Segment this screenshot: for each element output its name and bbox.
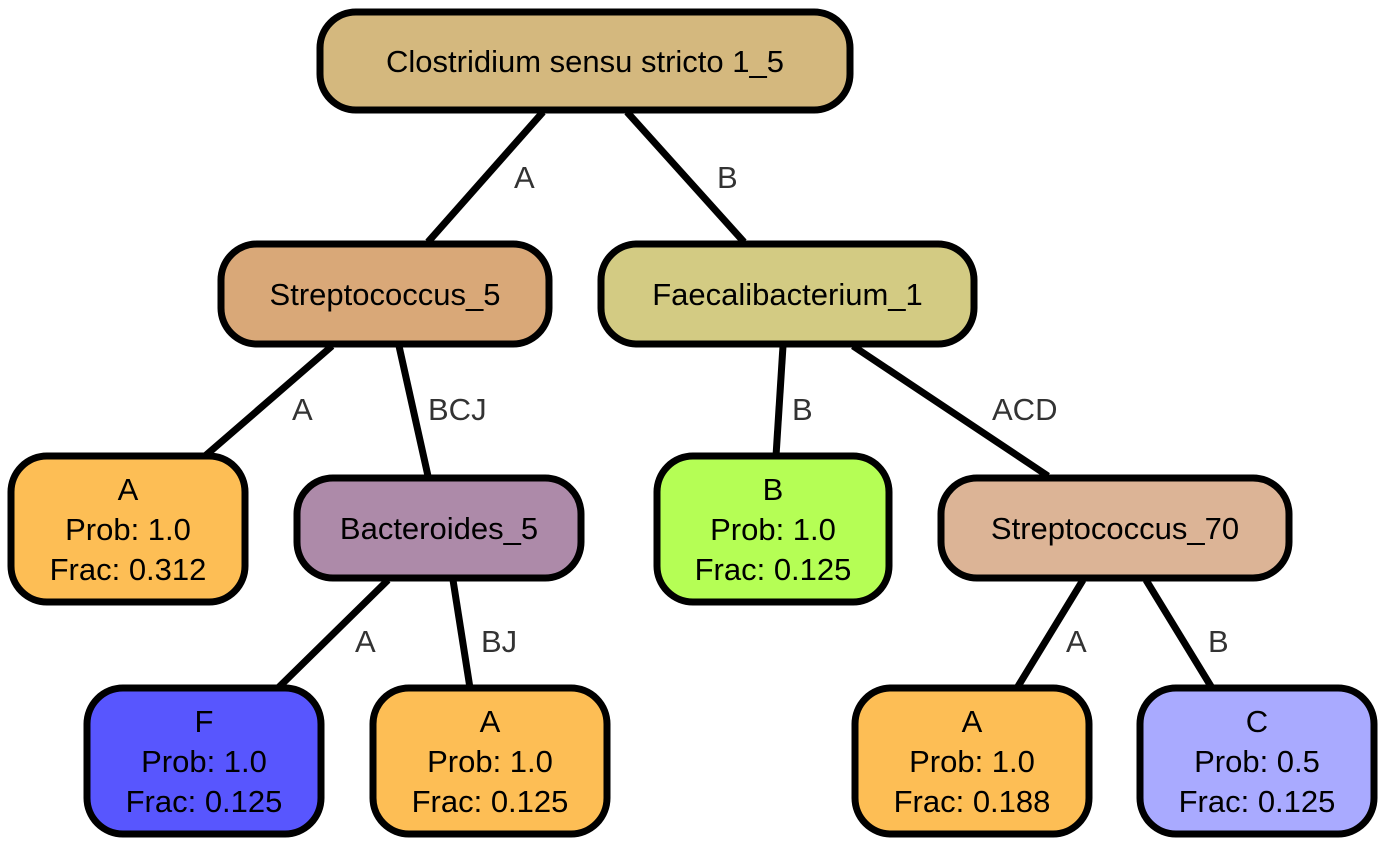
node-text-leafA3-0: A [962, 704, 983, 739]
node-text-leafA3-2: Frac: 0.188 [894, 784, 1051, 819]
edge-label-strep70-leafC: B [1208, 624, 1229, 659]
edge-strep70-leafA3 [1014, 578, 1086, 690]
node-text-strep70-0: Streptococcus_70 [991, 511, 1239, 546]
node-box-bact5 [293, 474, 585, 582]
node-text-leafB1-2: Frac: 0.125 [695, 552, 852, 587]
edge-bact5-leafA2 [449, 579, 474, 689]
node-leafA2: A Prob: 1.0 Frac: 0.125 [369, 684, 611, 838]
node-box-leafC [1136, 684, 1378, 838]
edge-label-root-strep5: A [514, 160, 535, 195]
node-text-faec1-0: Faecalibacterium_1 [652, 277, 923, 312]
edge-root-faec1 [624, 109, 747, 245]
node-box-leafA1 [7, 452, 249, 606]
edge-bact5-leafF [275, 577, 391, 691]
edge-label-faec1-strep70: ACD [992, 392, 1057, 427]
node-text-root-0: Clostridium sensu stricto 1_5 [386, 44, 784, 79]
node-text-leafA1-0: A [118, 472, 139, 507]
node-leafC: C Prob: 0.5 Frac: 0.125 [1136, 684, 1378, 838]
node-box-root [316, 8, 854, 114]
node-text-leafC-1: Prob: 0.5 [1194, 744, 1320, 779]
node-text-leafF-1: Prob: 1.0 [141, 744, 267, 779]
node-strep5: Streptococcus_5 [217, 240, 553, 348]
node-leafA1: A Prob: 1.0 Frac: 0.312 [7, 452, 249, 606]
node-box-strep70 [937, 474, 1293, 582]
node-root: Clostridium sensu stricto 1_5 [316, 8, 854, 114]
edge-label-strep70-leafA3: A [1066, 624, 1087, 659]
node-strep70: Streptococcus_70 [937, 474, 1293, 582]
node-text-leafA2-2: Frac: 0.125 [412, 784, 569, 819]
node-box-leafA2 [369, 684, 611, 838]
edge-faec1-strep70 [851, 343, 1050, 479]
node-text-strep5-0: Streptococcus_5 [270, 277, 501, 312]
nodes-layer: Clostridium sensu stricto 1_5 Streptococc… [7, 8, 1378, 838]
edge-faec1-leafB1 [772, 345, 787, 457]
edge-label-root-faec1: B [717, 160, 738, 195]
node-box-strep5 [217, 240, 553, 348]
node-text-leafA2-0: A [480, 704, 501, 739]
edge-label-bact5-leafF: A [355, 624, 376, 659]
edge-label-strep5-leafA1: A [292, 392, 313, 427]
node-leafF: F Prob: 1.0 Frac: 0.125 [83, 684, 325, 838]
edge-strep5-leafA1 [202, 343, 335, 459]
node-text-leafF-0: F [195, 704, 214, 739]
node-text-leafA2-1: Prob: 1.0 [427, 744, 553, 779]
node-text-leafC-0: C [1246, 704, 1268, 739]
node-leafB1: B Prob: 1.0 Frac: 0.125 [653, 452, 893, 606]
node-box-leafF [83, 684, 325, 838]
edge-root-strep5 [425, 109, 546, 245]
node-bact5: Bacteroides_5 [293, 474, 585, 582]
node-text-leafA1-1: Prob: 1.0 [65, 512, 191, 547]
node-box-faec1 [597, 240, 978, 348]
node-box-leafB1 [653, 452, 893, 606]
node-faec1: Faecalibacterium_1 [597, 240, 978, 348]
node-text-leafB1-1: Prob: 1.0 [710, 512, 836, 547]
edges-layer: A B A BCJ B ACD A BJ A B [202, 109, 1229, 691]
node-text-leafA3-1: Prob: 1.0 [909, 744, 1035, 779]
node-text-leafC-2: Frac: 0.125 [1179, 784, 1336, 819]
edge-strep70-leafC [1143, 578, 1215, 690]
node-text-leafA1-2: Frac: 0.312 [50, 552, 207, 587]
edge-label-faec1-leafB1: B [792, 392, 813, 427]
node-text-leafF-2: Frac: 0.125 [126, 784, 283, 819]
node-text-leafB1-0: B [763, 472, 784, 507]
edge-label-bact5-leafA2: BJ [481, 624, 517, 659]
edge-label-strep5-bact5: BCJ [428, 392, 487, 427]
node-leafA3: A Prob: 1.0 Frac: 0.188 [851, 684, 1093, 838]
node-box-leafA3 [851, 684, 1093, 838]
edge-strep5-bact5 [395, 345, 432, 477]
node-text-bact5-0: Bacteroides_5 [340, 511, 538, 546]
